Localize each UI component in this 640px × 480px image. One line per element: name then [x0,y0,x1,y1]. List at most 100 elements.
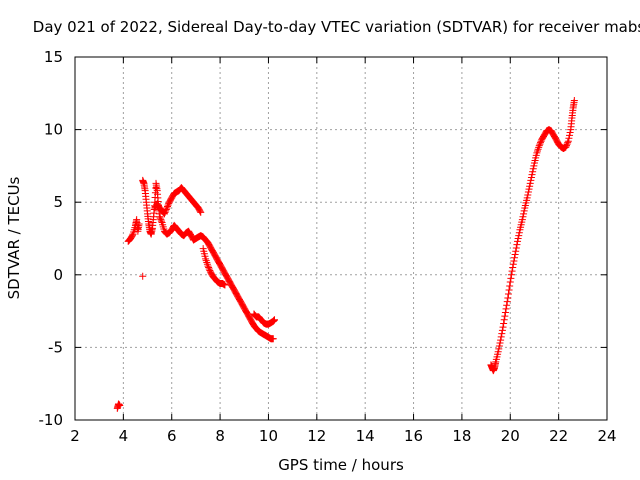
data-point [500,319,508,327]
data-point [204,262,212,270]
data-point [498,330,506,338]
data-point [506,278,514,286]
data-point [519,213,527,221]
data-point [205,264,213,272]
data-point [533,147,541,155]
data-point [203,258,211,266]
x-tick-label: 16 [404,427,423,445]
data-point [163,204,171,212]
data-point [523,194,531,202]
data-point [202,257,210,265]
data-point [161,208,169,216]
data-point [503,301,511,309]
y-axis-label: SDTVAR / TECUs [5,176,23,299]
data-point [535,142,543,150]
data-point [503,298,511,306]
data-point [508,267,516,275]
data-point [167,227,175,235]
data-point [524,188,532,196]
grid [75,57,607,420]
data-point [496,339,504,347]
x-tick-label: 20 [501,427,520,445]
plot-border [74,56,608,421]
data-point [164,201,172,209]
x-tick-label: 10 [259,427,278,445]
data-point [566,131,574,139]
data-point [530,162,538,170]
data-point [497,333,505,341]
data-point [566,129,574,137]
data-point [128,231,136,239]
y-tick-label: 0 [53,266,63,284]
data-marks [113,97,578,412]
data-point [156,213,164,221]
data-point [535,143,543,151]
data-point [509,264,517,272]
data-point [162,207,170,215]
data-point [160,210,168,218]
data-point [505,286,513,294]
x-tick-label: 8 [215,427,225,445]
data-point [512,244,520,252]
data-point [135,220,143,228]
data-point [497,336,505,344]
data-point [529,168,537,176]
data-point [202,255,210,263]
y-tick-label: 5 [53,193,63,211]
data-point [570,97,578,105]
data-point [511,250,519,258]
data-point [126,235,134,243]
data-point [157,216,165,224]
data-point [514,237,522,245]
data-point [495,345,503,353]
data-point [196,207,204,215]
data-point [197,208,205,216]
data-point [563,140,571,148]
y-tick-label: -5 [48,338,63,356]
data-point [194,203,202,211]
data-point [514,235,522,242]
data-point [525,185,533,193]
data-point [520,210,528,218]
data-point [501,312,509,320]
data-point [271,316,278,324]
chart-title: Day 021 of 2022, Sidereal Day-to-day VTE… [33,18,640,36]
data-point [162,205,170,213]
data-point [499,323,507,331]
data-point [528,171,536,179]
data-point [500,316,508,324]
data-point [203,238,211,246]
x-tick-label: 4 [119,427,129,445]
x-tick-label: 2 [70,427,80,445]
data-point [510,257,518,265]
data-point [537,139,544,147]
data-point [221,281,229,289]
data-point [520,207,528,215]
y-tick-label: 15 [44,48,63,66]
data-point [564,137,572,145]
data-point [501,309,509,317]
y-tick-label: 10 [44,121,63,139]
x-tick-label: 14 [356,427,375,445]
data-point [533,149,541,157]
x-tick-label: 6 [167,427,177,445]
data-point [527,174,535,182]
data-point [203,260,211,268]
data-point [526,179,534,187]
data-point [504,290,512,298]
data-point [515,232,523,240]
data-point [507,274,515,282]
data-point [498,326,506,334]
data-point [494,348,502,356]
data-point [156,214,164,222]
data-point [116,401,124,409]
x-tick-label: 12 [307,427,326,445]
data-point [502,305,510,313]
x-tick-label: 18 [452,427,471,445]
data-point [157,217,165,225]
data-point [507,271,515,279]
data-point [527,176,535,184]
x-tick-label: 22 [549,427,568,445]
